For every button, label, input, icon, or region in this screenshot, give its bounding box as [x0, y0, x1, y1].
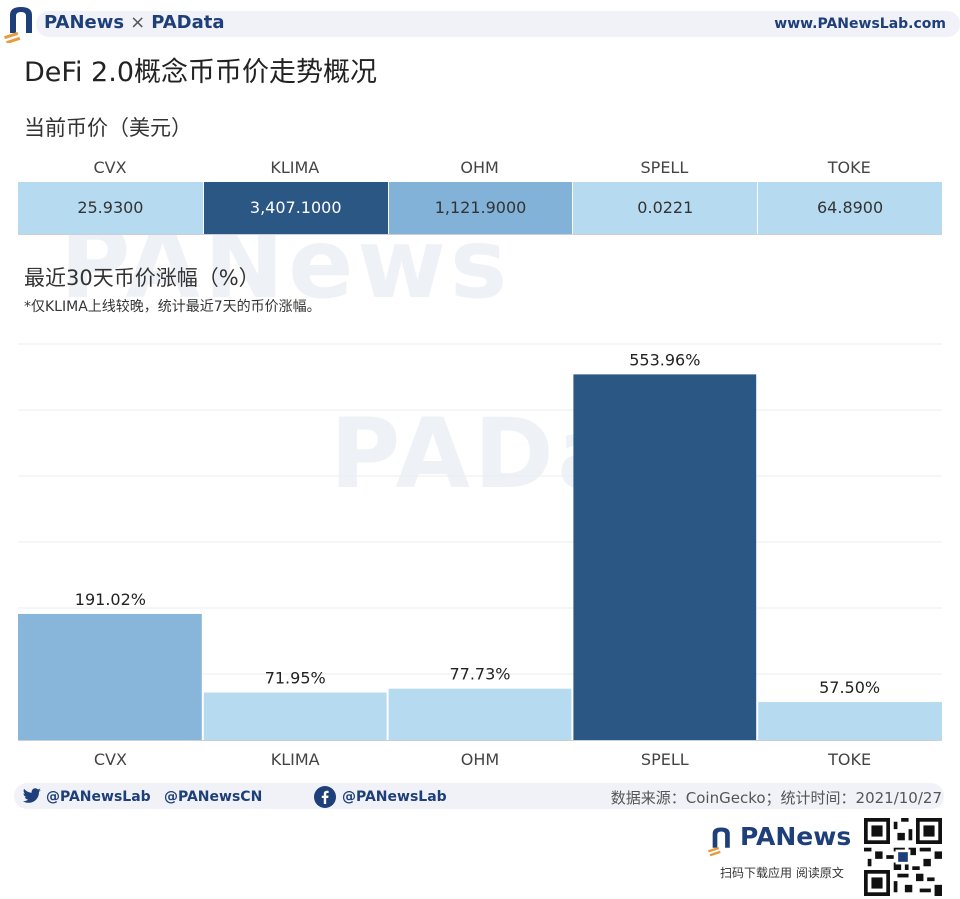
bar-ohm	[388, 688, 572, 740]
bottom-logo-text: PANews	[740, 822, 852, 851]
brand-right: PAData	[151, 12, 225, 33]
price-section-title: 当前币价（美元）	[24, 116, 192, 140]
x-tick-ohm: OHM	[461, 750, 499, 769]
facebook-icon	[314, 786, 336, 808]
twitter-handle-lab[interactable]: @PANewsLab	[46, 789, 151, 805]
x-tick-cvx: CVX	[94, 750, 127, 769]
site-url[interactable]: www.PANewsLab.com	[774, 16, 946, 32]
price-header-spell: SPELL	[640, 158, 689, 177]
price-header-cvx: CVX	[93, 158, 127, 177]
bar-spell	[573, 374, 757, 740]
bar-klima	[203, 692, 387, 740]
price-header-toke: TOKE	[827, 158, 871, 177]
change-section-note: *仅KLIMA上线较晚，统计最近7天的币价涨幅。	[24, 299, 321, 315]
price-cell-spell: 0.0221	[573, 182, 758, 234]
price-header-klima: KLIMA	[270, 158, 320, 177]
x-tick-spell: SPELL	[641, 750, 689, 769]
price-cell-cvx: 25.9300	[18, 182, 203, 234]
price-header-ohm: OHM	[460, 158, 499, 177]
price-cell-klima: 3,407.1000	[203, 182, 388, 234]
header-strip	[36, 11, 960, 37]
brand-separator: ×	[130, 12, 146, 33]
data-label-klima: 71.95%	[265, 669, 326, 688]
footer-strip	[14, 783, 944, 809]
table-divider	[18, 234, 942, 235]
price-cell-ohm: 1,121.9000	[388, 182, 573, 234]
twitter-handle-cn[interactable]: @PANewsCN	[164, 789, 263, 805]
bar-chart: 191.02% CVX 71.95% KLIMA 77.73% OHM 553.96% SPE…	[18, 343, 942, 769]
x-tick-toke: TOKE	[827, 750, 871, 769]
x-tick-klima: KLIMA	[271, 750, 320, 769]
bar-cvx	[18, 613, 202, 740]
bar-toke	[758, 702, 942, 740]
scan-instruction: 扫码下载应用 阅读原文	[720, 866, 844, 880]
qr-code-icon[interactable]	[864, 818, 942, 896]
panews-logo-icon	[708, 827, 730, 857]
panews-logo-icon	[4, 7, 32, 43]
data-label-spell: 553.96%	[629, 350, 700, 369]
facebook-handle[interactable]: @PANewsLab	[342, 789, 447, 805]
page-title: DeFi 2.0概念币币价走势概况	[24, 57, 377, 88]
change-section-title: 最近30天币价涨幅（%）	[24, 266, 260, 290]
price-cell-toke: 64.8900	[758, 182, 942, 234]
brand-text: PANews × PAData	[44, 12, 225, 33]
data-source: 数据来源：CoinGecko；统计时间：2021/10/27	[610, 789, 942, 807]
data-label-toke: 57.50%	[819, 678, 880, 697]
data-label-ohm: 77.73%	[449, 665, 510, 684]
brand-left: PANews	[44, 12, 125, 33]
twitter-icon	[22, 788, 41, 803]
data-label-cvx: 191.02%	[75, 590, 146, 609]
